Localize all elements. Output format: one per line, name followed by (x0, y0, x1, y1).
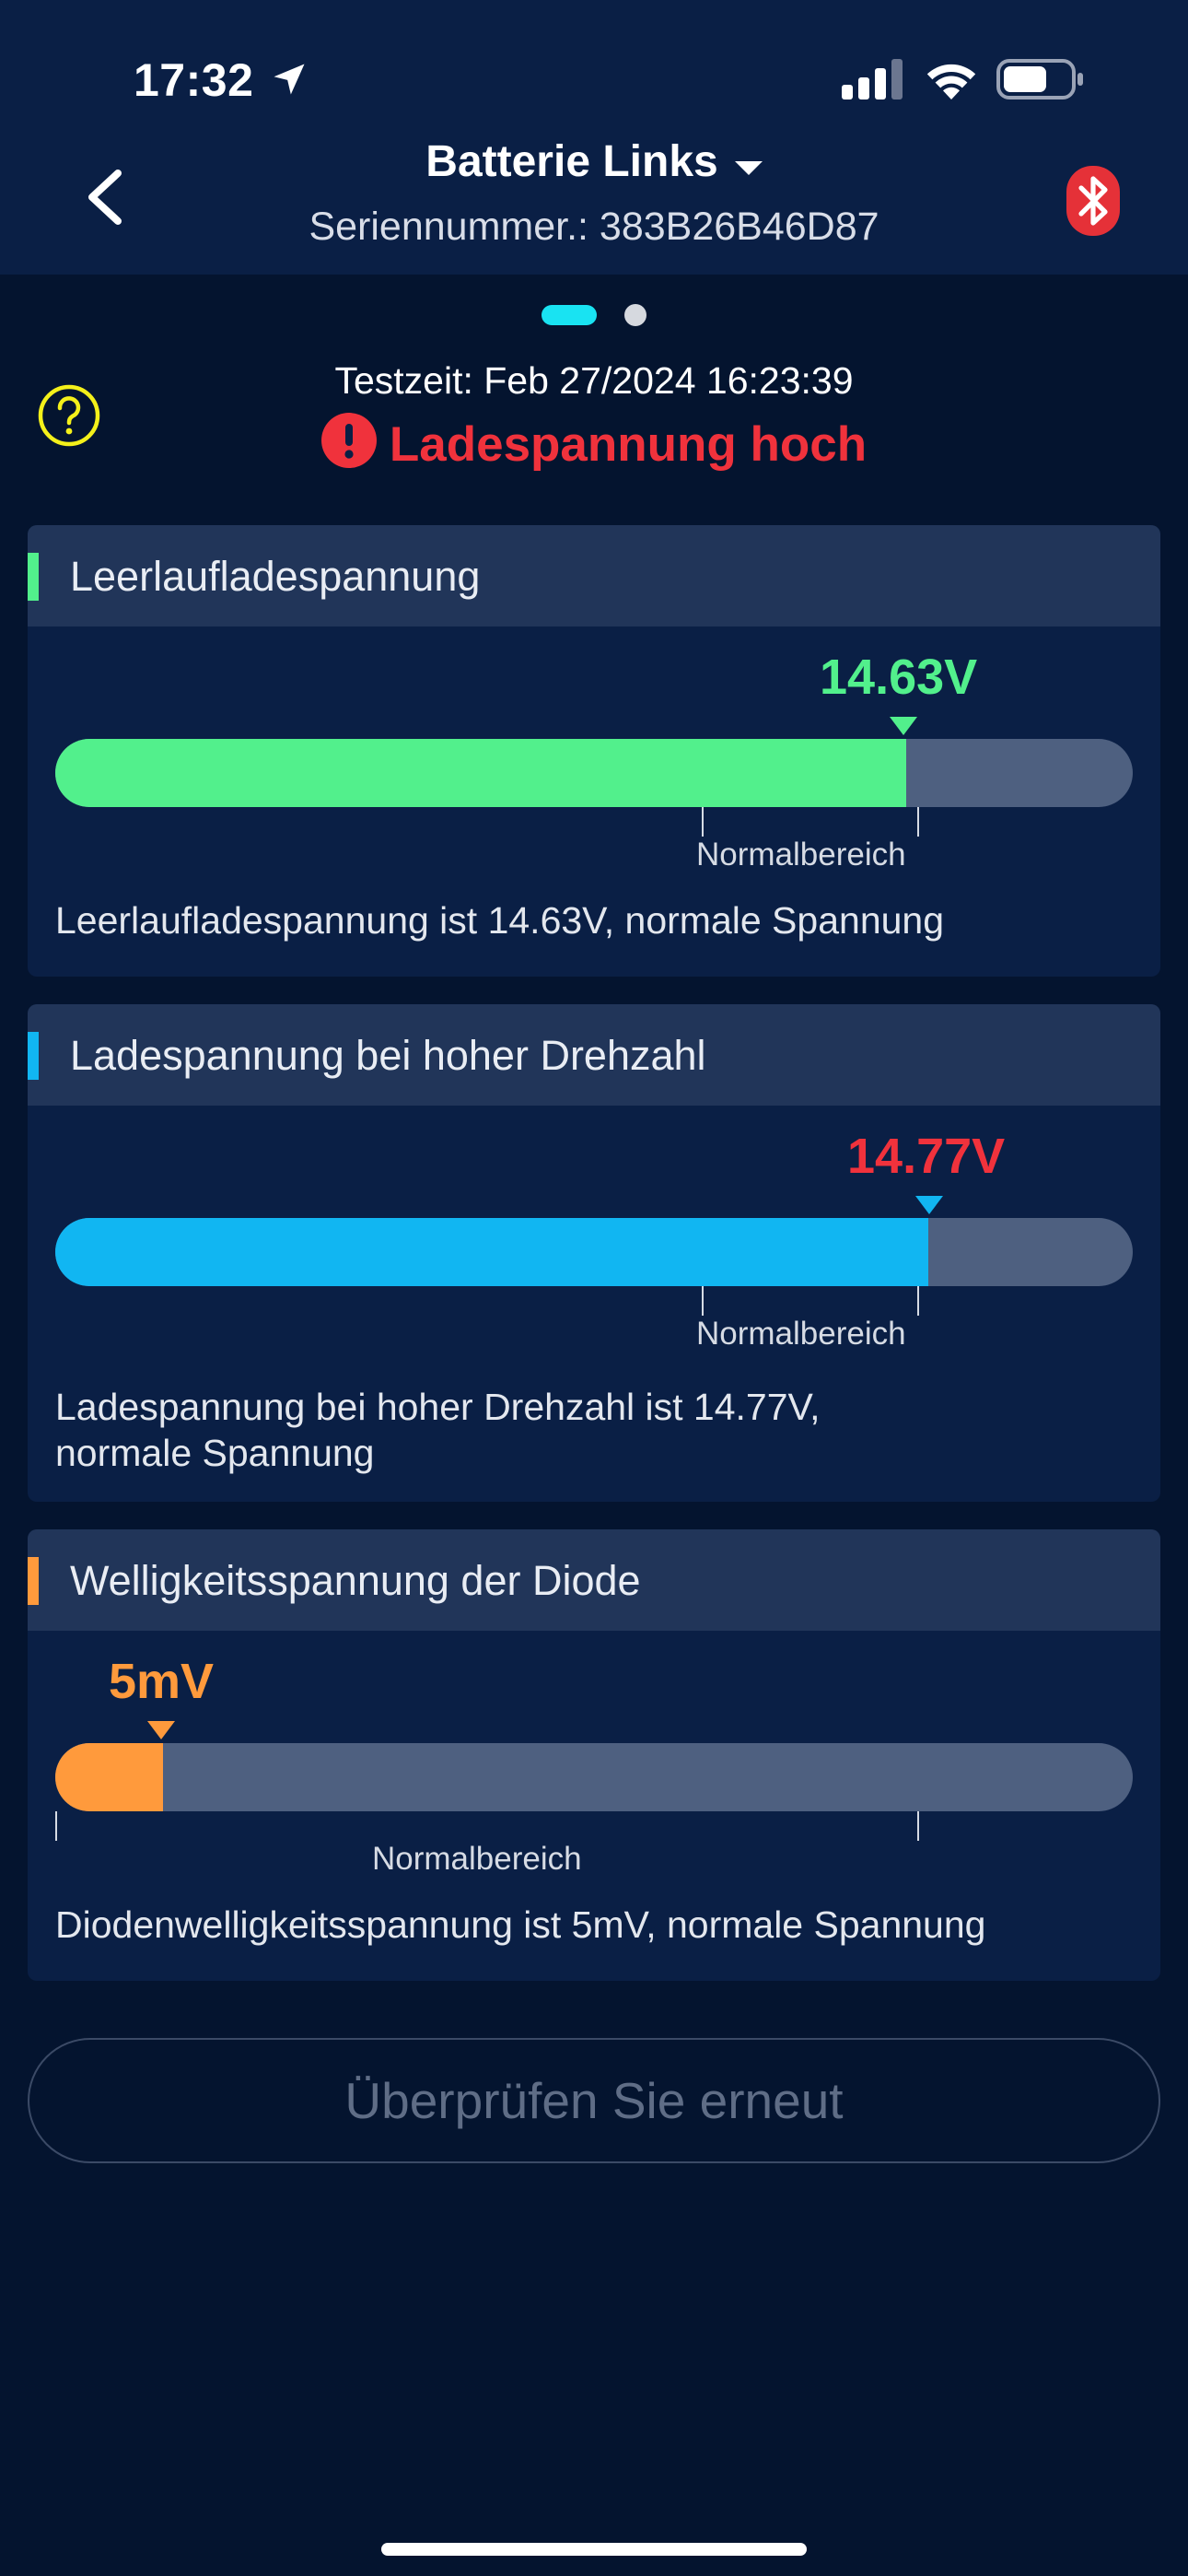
card-description: Ladespannung bei hoher Drehzahl ist 14.7… (55, 1384, 821, 1476)
card-description: Diodenwelligkeitsspannung ist 5mV, norma… (55, 1903, 986, 1946)
voltage-bar-fill (55, 739, 907, 807)
value-label: 5mV (109, 1654, 215, 1709)
card-accent (28, 553, 39, 601)
range-tick-min (702, 1286, 704, 1316)
location-arrow-icon (274, 64, 305, 95)
pager-dot[interactable] (624, 304, 646, 326)
card-description-line: Ladespannung bei hoher Drehzahl ist 14.7… (55, 1386, 821, 1428)
voltage-bar (55, 1743, 1133, 1811)
chevron-left-icon[interactable] (85, 170, 125, 225)
value-label: 14.77V (847, 1129, 1006, 1184)
alert-banner: Ladespannung hoch (0, 412, 1188, 473)
wifi-icon (926, 64, 976, 100)
card-description: Leerlaufladespannung ist 14.63V, normale… (55, 899, 945, 942)
card-accent (28, 1032, 39, 1080)
range-tick-max (917, 807, 919, 837)
caret-down-icon (734, 161, 763, 176)
range-tick-min (55, 1811, 57, 1841)
voltage-bar (55, 1218, 1133, 1286)
card-title: Leerlaufladespannung (70, 553, 481, 600)
voltage-bar (55, 739, 1133, 807)
card-header: Welligkeitsspannung der Diode (28, 1529, 1160, 1631)
voltage-bar-fill (55, 1218, 928, 1286)
page-title: Batterie Links (425, 137, 718, 186)
header: 17:32 Batterie Links Seriennummer.: 383B… (0, 0, 1188, 275)
serial-number: Seriennummer.: 383B26B46D87 (309, 205, 879, 249)
card-idle-charge-voltage: Leerlaufladespannung 14.63V Normalbereic… (28, 525, 1160, 977)
range-tick-max (917, 1811, 919, 1841)
normal-range-label: Normalbereich (696, 837, 906, 872)
card-high-rpm-charge-voltage: Ladespannung bei hoher Drehzahl 14.77V N… (28, 1004, 1160, 1502)
alert-text: Ladespannung hoch (389, 417, 868, 472)
home-indicator[interactable] (381, 2543, 807, 2556)
card-accent (28, 1557, 39, 1605)
value-label: 14.63V (820, 650, 978, 705)
pager-dot-active[interactable] (542, 305, 597, 325)
normal-range-label: Normalbereich (372, 1841, 582, 1877)
card-header: Leerlaufladespannung (28, 525, 1160, 626)
battery-selector[interactable]: Batterie Links (0, 136, 1188, 187)
normal-range-label: Normalbereich (696, 1316, 906, 1352)
card-title: Welligkeitsspannung der Diode (70, 1557, 641, 1604)
card-header: Ladespannung bei hoher Drehzahl (28, 1004, 1160, 1106)
question-circle-icon[interactable] (37, 383, 101, 448)
test-time: Testzeit: Feb 27/2024 16:23:39 (334, 359, 854, 402)
recheck-button[interactable]: Überprüfen Sie erneut (28, 2038, 1160, 2163)
bluetooth-icon[interactable] (1066, 166, 1120, 236)
value-marker (890, 717, 917, 735)
range-tick-min (702, 807, 704, 837)
range-tick-max (917, 1286, 919, 1316)
value-marker (147, 1721, 175, 1739)
voltage-bar-fill (55, 1743, 163, 1811)
cellular-signal-icon (842, 59, 903, 100)
card-title: Ladespannung bei hoher Drehzahl (70, 1032, 706, 1079)
value-marker (915, 1196, 943, 1214)
card-description-line: normale Spannung (55, 1432, 375, 1474)
battery-icon (996, 59, 1083, 100)
card-diode-ripple-voltage: Welligkeitsspannung der Diode 5mV Normal… (28, 1529, 1160, 1981)
exclamation-circle-icon (320, 412, 377, 468)
status-time: 17:32 (134, 54, 254, 106)
